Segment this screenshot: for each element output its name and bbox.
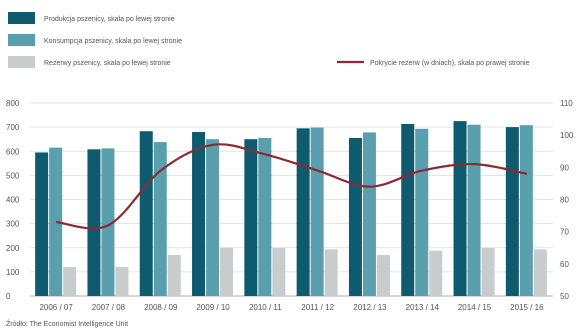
x-tick-label: 2009 / 10 bbox=[196, 303, 230, 312]
bar bbox=[481, 247, 495, 296]
y-right-tick-label: 110 bbox=[560, 99, 573, 108]
bar bbox=[505, 127, 519, 296]
bar bbox=[206, 139, 220, 296]
line-path bbox=[56, 143, 528, 230]
y-left-tick-label: 600 bbox=[6, 147, 20, 156]
bar bbox=[244, 139, 258, 296]
x-tick-label: 2007 / 08 bbox=[92, 303, 126, 312]
bar bbox=[258, 137, 272, 296]
y-right-tick-label: 70 bbox=[560, 228, 569, 237]
y-right-tick-label: 80 bbox=[560, 196, 569, 205]
bar bbox=[192, 131, 206, 296]
y-left-tick-label: 800 bbox=[6, 99, 20, 108]
legend-swatch bbox=[8, 56, 35, 68]
y-right-tick-label: 100 bbox=[560, 131, 574, 140]
y-right-tick-label: 50 bbox=[560, 292, 569, 301]
x-tick-label: 2015 / 16 bbox=[510, 303, 544, 312]
legend-label: Produkcja pszenicy, skala po lewej stron… bbox=[44, 16, 175, 23]
bar bbox=[429, 250, 443, 296]
x-tick-label: 2013 / 14 bbox=[406, 303, 440, 312]
bar bbox=[415, 128, 429, 296]
bar bbox=[519, 125, 533, 296]
y-left-tick-label: 200 bbox=[6, 244, 20, 253]
legend-label: Konsumpcja pszenicy, skala po lewej stro… bbox=[44, 38, 182, 45]
legend-swatch bbox=[8, 34, 35, 46]
bar bbox=[362, 132, 376, 296]
x-tick-label: 2014 / 15 bbox=[458, 303, 492, 312]
legend: Produkcja pszenicy, skala po lewej stron… bbox=[8, 12, 530, 68]
y-left-tick-label: 100 bbox=[6, 268, 20, 277]
bar bbox=[453, 121, 467, 296]
bar bbox=[115, 267, 129, 296]
x-tick-label: 2011 / 12 bbox=[301, 303, 334, 312]
y-right-tick-label: 60 bbox=[560, 260, 569, 269]
y-left-tick-label: 0 bbox=[6, 292, 11, 301]
bar bbox=[101, 148, 115, 296]
bar bbox=[139, 131, 153, 296]
y-left-tick-label: 300 bbox=[6, 220, 20, 229]
bar bbox=[467, 124, 481, 297]
bar bbox=[296, 128, 310, 296]
legend-label: Pokrycie rezerw (w dniach), skala po pra… bbox=[370, 60, 530, 67]
legend-swatch bbox=[8, 12, 35, 24]
bars bbox=[35, 121, 547, 297]
bar bbox=[220, 247, 234, 296]
bar bbox=[533, 249, 547, 296]
bar bbox=[401, 123, 415, 297]
bar bbox=[324, 249, 338, 296]
y-left-tick-label: 400 bbox=[6, 196, 20, 205]
bar bbox=[167, 254, 181, 296]
y-left-tick-label: 700 bbox=[6, 123, 20, 132]
bar bbox=[272, 247, 286, 296]
bar bbox=[376, 254, 390, 296]
axes: 0 100 200 300 400 500 600 700 800 50 60 70 80 90 100 11… bbox=[6, 99, 574, 312]
legend-label: Rezerwy pszenicy, skala po lewej stronie bbox=[44, 60, 171, 67]
bar bbox=[310, 127, 324, 296]
y-left-tick-label: 500 bbox=[6, 171, 20, 180]
x-tick-label: 2010 / 11 bbox=[249, 303, 282, 312]
x-tick-label: 2012 / 13 bbox=[353, 303, 387, 312]
line-series bbox=[56, 143, 528, 230]
bar bbox=[153, 142, 167, 296]
bar bbox=[63, 267, 77, 296]
bar bbox=[348, 137, 362, 296]
bar bbox=[49, 147, 63, 296]
bar bbox=[87, 149, 101, 296]
bar bbox=[35, 152, 49, 296]
source-note: Źródło: The Economist Intelligence Unit bbox=[6, 319, 128, 328]
y-right-tick-label: 90 bbox=[560, 163, 569, 172]
x-tick-label: 2008 / 09 bbox=[144, 303, 178, 312]
x-tick-label: 2006 / 07 bbox=[39, 303, 73, 312]
